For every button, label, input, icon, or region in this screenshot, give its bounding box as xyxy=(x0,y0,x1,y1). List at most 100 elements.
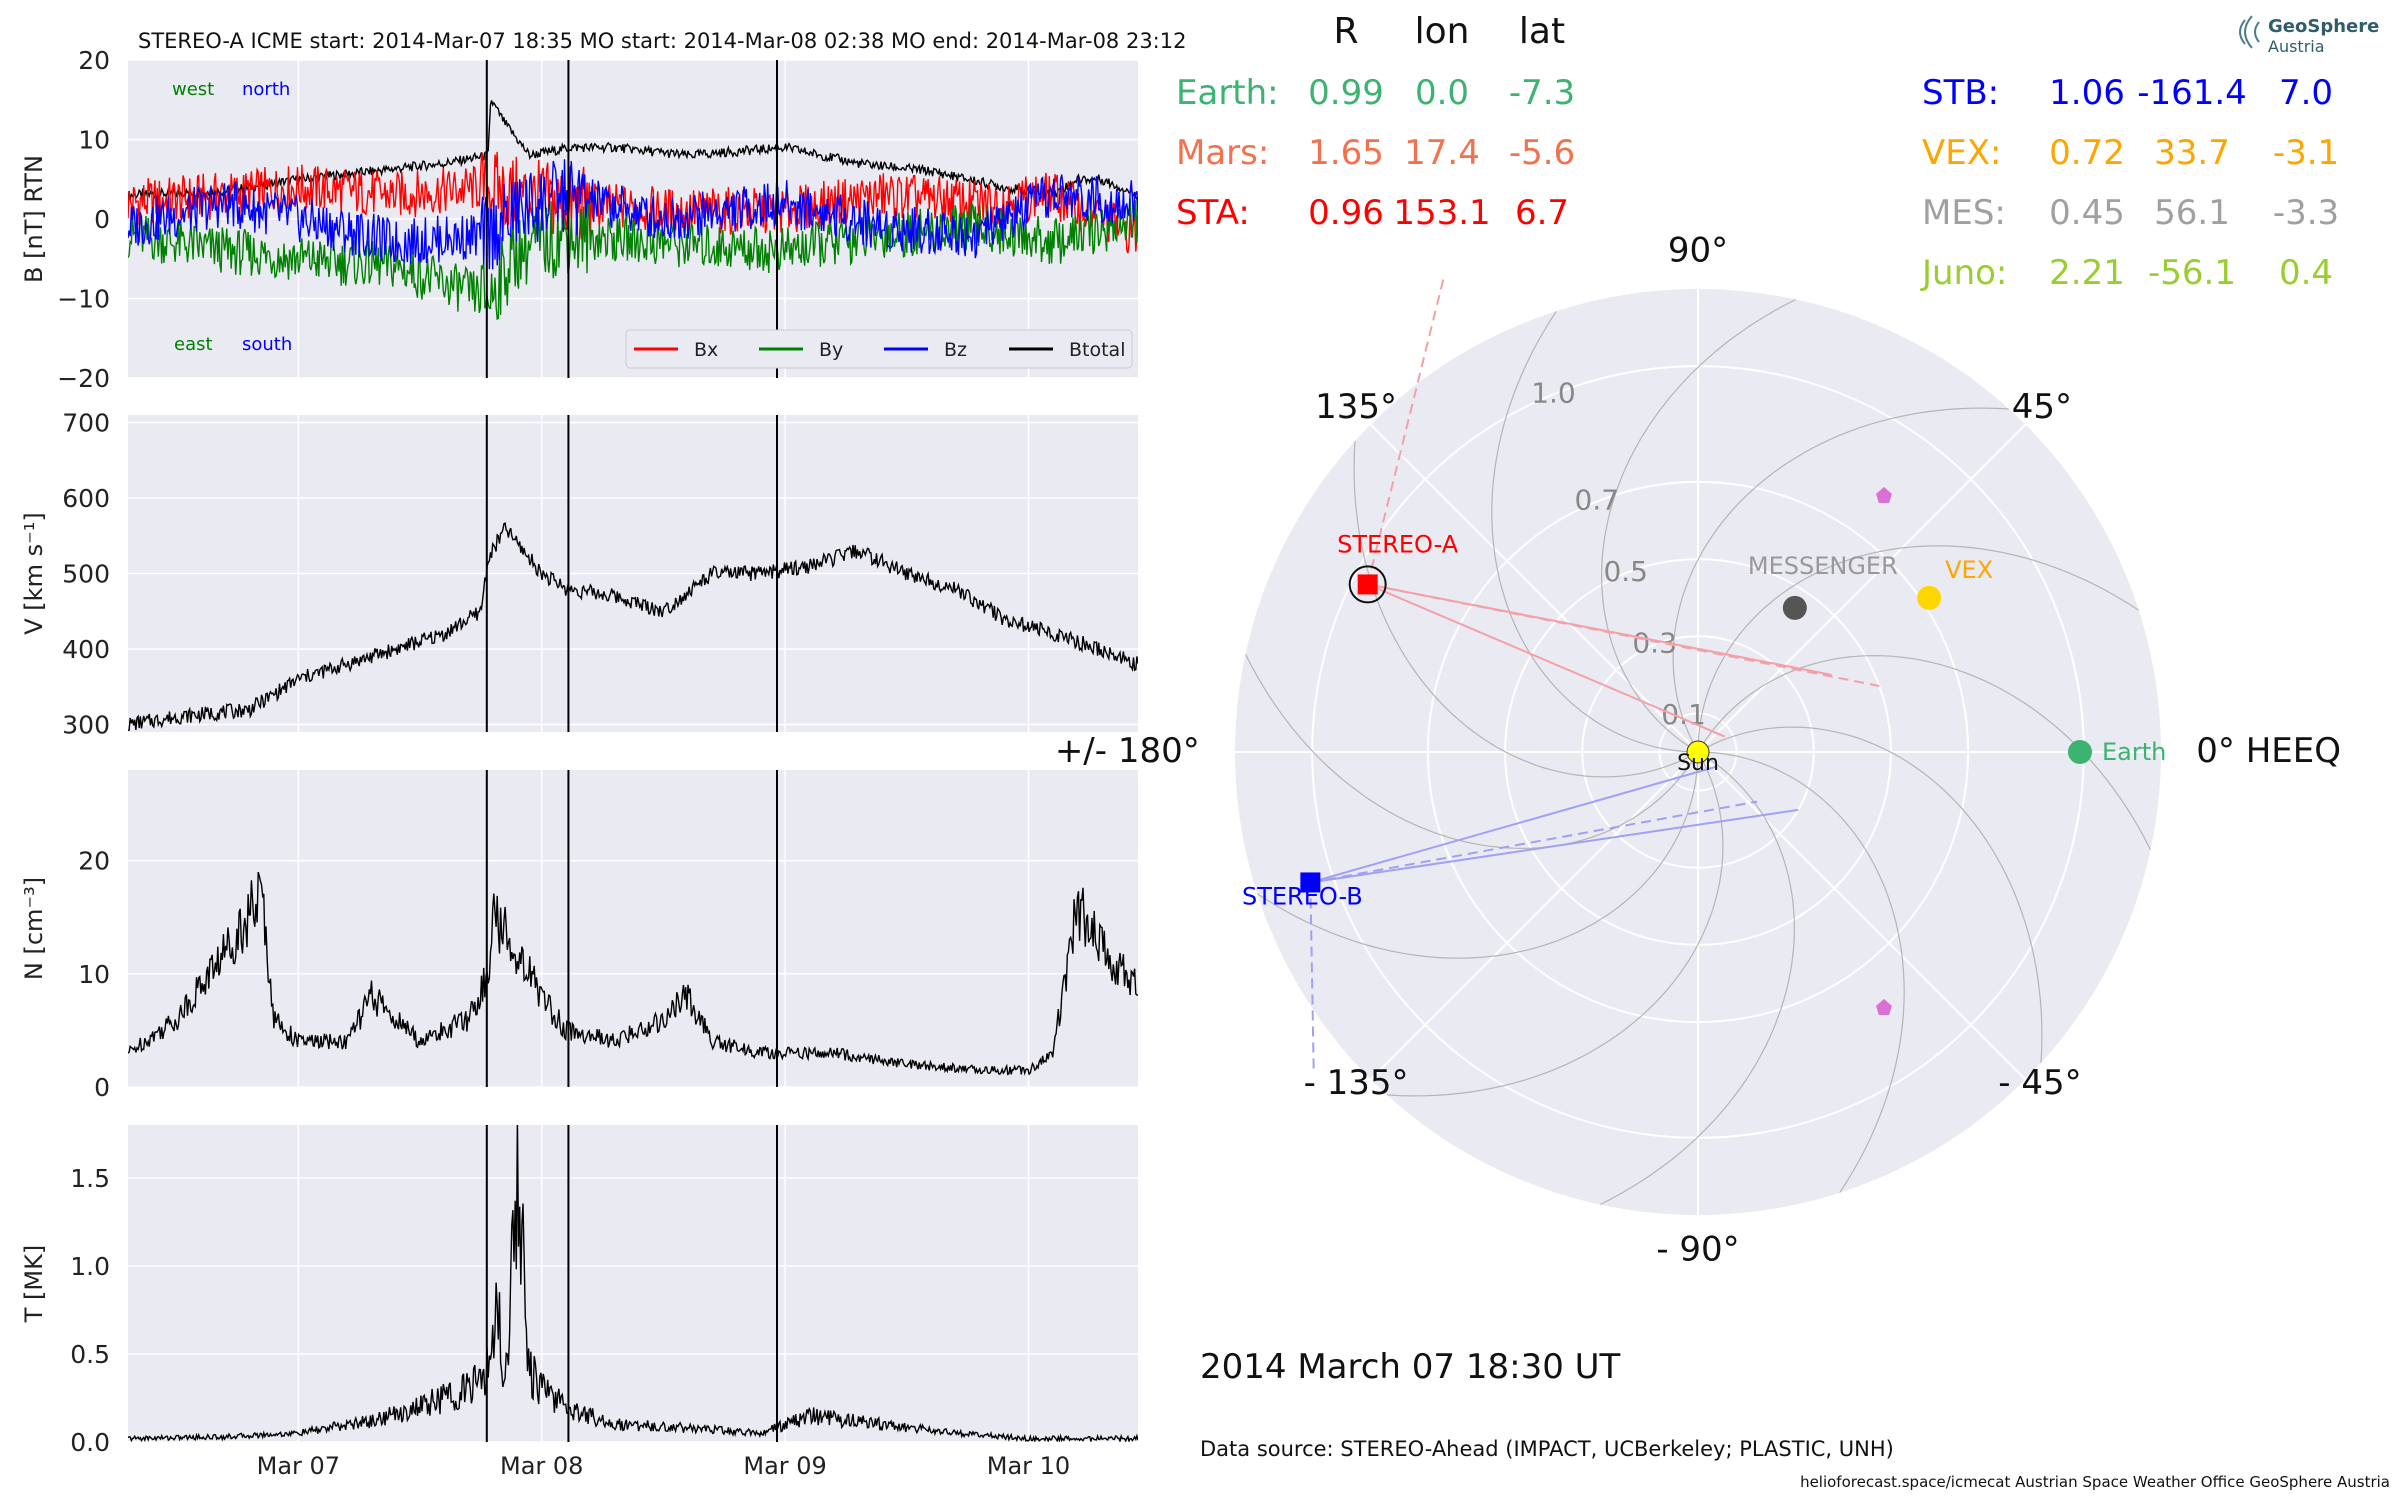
angle-spoke xyxy=(1369,423,1699,753)
table-cell-r: 0.99 xyxy=(1308,73,1384,113)
table-cell-lat: -7.3 xyxy=(1509,73,1575,113)
y-tick-label: 10 xyxy=(78,126,110,155)
table-row-name: STB: xyxy=(1922,73,1999,113)
table-header: lat xyxy=(1519,11,1565,52)
angle-spoke xyxy=(1697,423,2027,753)
table-cell-r: 0.45 xyxy=(2049,193,2125,233)
y-tick-label: 0.0 xyxy=(70,1428,110,1457)
y-tick-label: 500 xyxy=(62,560,110,589)
table-cell-lon: -161.4 xyxy=(2137,73,2247,113)
y-tick-label: 10 xyxy=(78,960,110,989)
sta-fov-line xyxy=(1366,274,1446,585)
table-cell-lat: 6.7 xyxy=(1515,193,1569,233)
y-tick-label: 300 xyxy=(62,710,110,739)
b-panel-title: STEREO-A ICME start: 2014-Mar-07 18:35 M… xyxy=(138,29,1186,53)
table-row-name: Juno: xyxy=(1920,253,2007,293)
sta-ring xyxy=(1348,565,1387,604)
parker-spiral xyxy=(1672,407,2010,753)
marker-stereo-b xyxy=(1300,872,1321,893)
stb-fov-line xyxy=(1310,800,1758,884)
x-tick-label: Mar 07 xyxy=(257,1452,340,1480)
table-cell-lon: 56.1 xyxy=(2154,193,2230,233)
parker-spiral xyxy=(1386,751,1724,1097)
legend-label: Btotal xyxy=(1069,339,1125,361)
y-tick-label: 700 xyxy=(62,409,110,438)
angle-label: - 135° xyxy=(1304,1063,1409,1103)
label-south: south xyxy=(242,334,292,355)
table-cell-lon: 33.7 xyxy=(2154,133,2230,173)
label-vex: VEX xyxy=(1945,556,1993,584)
logo-line1: GeoSphere xyxy=(2268,16,2379,37)
table-cell-r: 1.06 xyxy=(2049,73,2125,113)
legend-label: By xyxy=(819,339,843,361)
table-cell-r: 1.65 xyxy=(1308,133,1384,173)
y-axis-label: V [km s⁻¹] xyxy=(20,512,48,634)
logo-icon xyxy=(2239,15,2260,49)
label-west: west xyxy=(172,79,214,100)
table-cell-lat: -3.3 xyxy=(2273,193,2339,233)
y-axis-label: N [cm⁻³] xyxy=(20,877,48,980)
parker-spiral xyxy=(1697,545,2140,753)
table-cell-lon: 17.4 xyxy=(1404,133,1480,173)
table-header: R xyxy=(1333,11,1358,52)
table-cell-lat: -5.6 xyxy=(1509,133,1575,173)
stb-fov-line xyxy=(1310,808,1799,884)
angle-label: - 90° xyxy=(1656,1229,1739,1269)
table-cell-lat: -3.1 xyxy=(2273,133,2339,173)
y-tick-label: 0 xyxy=(94,205,110,234)
radius-label: 0.5 xyxy=(1603,555,1648,588)
table-row-name: Earth: xyxy=(1176,73,1279,113)
label-stereo-b: STEREO-B xyxy=(1242,882,1363,910)
series-line-bx xyxy=(128,151,1138,254)
legend-label: Bz xyxy=(944,339,967,361)
pentagon-marker xyxy=(1875,998,1892,1015)
angle-label: 0° HEEQ xyxy=(2196,731,2341,771)
y-tick-label: 20 xyxy=(78,847,110,876)
time-series-panels: 20 10 0 −10 −20 B [nT] RTN 700 600 500 400 300 V [k… xyxy=(20,29,1186,1480)
table-cell-lat: 7.0 xyxy=(2279,73,2333,113)
x-tick-label: Mar 09 xyxy=(743,1452,826,1480)
parker-spiral xyxy=(1244,653,1699,850)
x-tick-label: Mar 10 xyxy=(987,1452,1070,1480)
panel-B: 20 10 0 −10 −20 B [nT] RTN xyxy=(20,46,1138,393)
y-tick-label: 0.5 xyxy=(70,1340,110,1369)
stb-fov-line xyxy=(1310,765,1717,884)
angle-label: +/- 180° xyxy=(1055,731,1200,771)
table-cell-lon: 0.0 xyxy=(1415,73,1469,113)
y-tick-label: 1.0 xyxy=(70,1252,110,1281)
legend-box xyxy=(625,329,1133,369)
parker-spiral xyxy=(1353,440,1699,778)
y-tick-label: 600 xyxy=(62,484,110,513)
panel-T: 1.5 1.0 0.5 0.0 T [MK] xyxy=(20,1125,1138,1457)
marker-stereo-a xyxy=(1357,574,1378,595)
angle-spoke xyxy=(1697,751,2027,1081)
y-tick-label: −10 xyxy=(57,285,110,314)
credits: helioforecast.space/icmecat Austrian Spa… xyxy=(1800,1473,2390,1491)
series-line-by xyxy=(128,198,1138,321)
radius-label: 1.0 xyxy=(1531,376,1576,409)
radius-label: 0.7 xyxy=(1575,484,1620,517)
sta-fov-line xyxy=(1367,583,1832,676)
series-line-bz xyxy=(128,159,1138,270)
pentagon-marker xyxy=(1875,487,1892,504)
table-row-name: VEX: xyxy=(1922,133,2002,173)
angle-label: 90° xyxy=(1668,231,1728,271)
legend-label: Bx xyxy=(694,339,718,361)
label-earth: Earth xyxy=(2102,738,2166,766)
table-header: lon xyxy=(1415,11,1470,52)
table-cell-r: 0.96 xyxy=(1308,193,1384,233)
label-north: north xyxy=(242,79,290,100)
marker-sun xyxy=(1686,740,1710,764)
panel-V: 700 600 500 400 300 V [km s⁻¹] xyxy=(20,409,1138,739)
parker-spiral xyxy=(1599,751,1796,1206)
table-row-name: STA: xyxy=(1176,193,1250,233)
table-cell-lat: 0.4 xyxy=(2279,253,2333,293)
series-line-t xyxy=(128,1125,1138,1442)
angle-spoke xyxy=(1369,751,1699,1081)
label-messenger: MESSENGER xyxy=(1748,552,1898,580)
marker-vex xyxy=(1917,585,1942,610)
x-tick-label: Mar 08 xyxy=(500,1452,583,1480)
b-legend: Bx By Bz Btotal xyxy=(625,329,1133,369)
